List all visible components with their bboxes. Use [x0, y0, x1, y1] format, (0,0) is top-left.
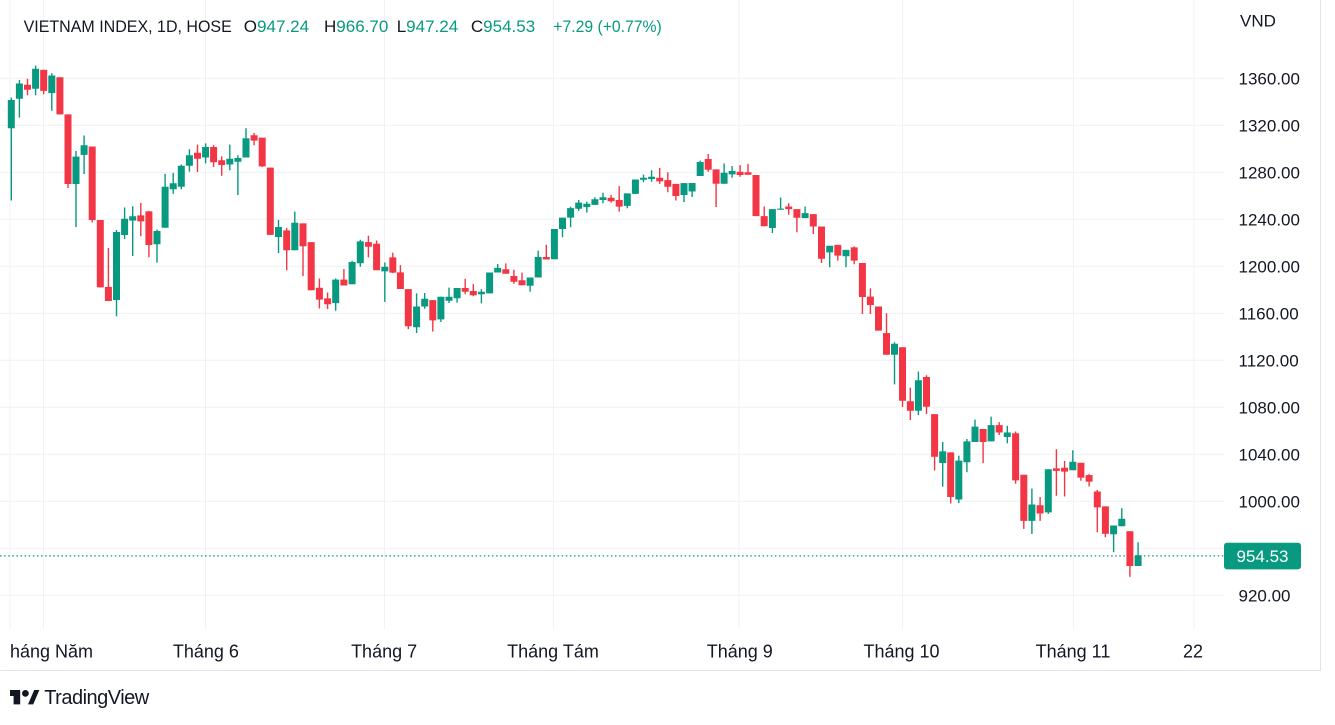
svg-text:Tháng 7: Tháng 7: [351, 642, 417, 662]
svg-text:Tháng 9: Tháng 9: [707, 642, 773, 662]
svg-text:1360.00: 1360.00: [1239, 70, 1300, 89]
svg-text:22: 22: [1183, 642, 1203, 662]
svg-text:1280.00: 1280.00: [1239, 164, 1300, 183]
svg-text:TradingView: TradingView: [44, 687, 150, 709]
svg-text:1120.00: 1120.00: [1239, 352, 1299, 371]
svg-text:VND: VND: [1240, 12, 1276, 31]
svg-text:VIETNAM INDEX, 1D, HOSE: VIETNAM INDEX, 1D, HOSE: [24, 17, 232, 36]
svg-text:1160.00: 1160.00: [1239, 305, 1299, 324]
svg-text:Tháng Tám: Tháng Tám: [507, 642, 599, 662]
svg-text:háng Năm: háng Năm: [10, 642, 93, 662]
svg-text:1240.00: 1240.00: [1239, 211, 1300, 230]
svg-text:1080.00: 1080.00: [1239, 399, 1300, 418]
svg-text:1200.00: 1200.00: [1239, 258, 1300, 277]
svg-text:920.00: 920.00: [1239, 587, 1291, 606]
svg-text:1320.00: 1320.00: [1239, 117, 1300, 136]
svg-text:Tháng 6: Tháng 6: [173, 642, 239, 662]
svg-text:1040.00: 1040.00: [1239, 446, 1300, 465]
svg-text:Tháng 11: Tháng 11: [1036, 642, 1111, 662]
svg-text:1000.00: 1000.00: [1239, 493, 1300, 512]
svg-text:Tháng 10: Tháng 10: [863, 642, 939, 662]
svg-text:954.53: 954.53: [1237, 547, 1289, 566]
